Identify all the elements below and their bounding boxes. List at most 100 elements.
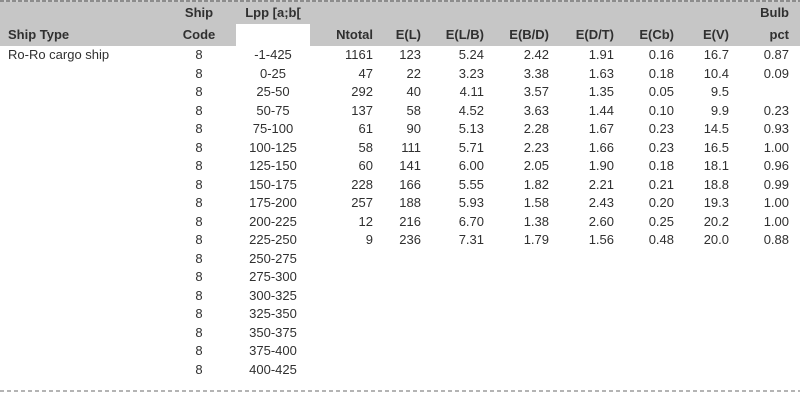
cell-e-l: 216 (399, 213, 421, 229)
col-header-e-v-line1 (677, 2, 732, 24)
cell-e-d-t: 1.44 (588, 102, 614, 118)
cell-e-cb (617, 250, 677, 269)
cell-ship-code: 8 (195, 343, 203, 358)
cell-e-v: 14.5 (703, 121, 729, 136)
col-header-ship-type-line2: Ship Type (0, 24, 162, 46)
cell-ship-code: 8 (195, 287, 203, 303)
cell-e-l: 58 (406, 102, 421, 118)
col-header-e-cb-line2: E(Cb) (617, 24, 677, 46)
table-row: 8 225-250 9 236 7.31 1.79 1.56 0.48 20.0 0.88 (0, 231, 800, 250)
cell-e-d-t: 1.63 (588, 65, 614, 81)
cell-lpp-range: 300-325 (249, 287, 297, 303)
cell-e-v: 16.5 (703, 139, 729, 155)
cell-e-l-b: 7.31 (458, 232, 484, 247)
cell-bulb-pct (732, 250, 800, 269)
cell-e-l (376, 250, 424, 269)
cell-e-v (677, 361, 732, 380)
cell-e-v (677, 287, 732, 306)
cell-e-d-t (552, 268, 617, 287)
col-header-ntotal-line1 (310, 2, 376, 24)
cell-bulb-pct: 0.93 (763, 121, 789, 136)
cell-ntotal (310, 324, 376, 343)
cell-e-d-t: 1.66 (588, 139, 614, 155)
cell-e-cb: 0.18 (648, 158, 674, 173)
cell-bulb-pct (732, 287, 800, 306)
cell-lpp-range: 375-400 (249, 343, 297, 358)
cell-e-v (677, 324, 732, 343)
cell-ship-type (0, 287, 162, 306)
cell-ship-type (0, 305, 162, 324)
cell-lpp-range: 100-125 (249, 139, 297, 155)
cell-e-cb (617, 324, 677, 343)
cell-e-l-b: 6.70 (458, 213, 484, 229)
cell-e-l-b (424, 268, 487, 287)
table-row: 8 175-200 257 188 5.93 1.58 2.43 0.20 19.3 1.00 (0, 194, 800, 213)
cell-e-cb: 0.05 (648, 84, 674, 99)
cell-bulb-pct: 0.09 (763, 65, 789, 81)
header-row-2: Ship Type Code Ntotal E(L) E(L/B) E(B/D) E(D/T… (0, 24, 800, 46)
cell-ntotal: 137 (351, 102, 373, 118)
cell-bulb-pct (732, 324, 800, 343)
cell-lpp-range: 125-150 (249, 158, 297, 173)
cell-bulb-pct (732, 342, 800, 361)
cell-e-b-d (487, 268, 552, 287)
table-row: 8 25-50 292 40 4.11 3.57 1.35 0.05 9.5 (0, 83, 800, 102)
header-row-1: Ship Lpp [a;b[Bulb (0, 2, 800, 24)
col-header-e-d-t-line2: E(D/T) (552, 24, 617, 46)
cell-bulb-pct: 0.87 (763, 47, 789, 62)
cell-ship-type (0, 65, 162, 84)
cell-lpp-range: 200-225 (249, 213, 297, 229)
cell-ntotal (310, 305, 376, 324)
cell-ship-code: 8 (195, 250, 203, 266)
cell-ship-type (0, 268, 162, 287)
cell-lpp-range: 25-50 (256, 84, 290, 99)
cell-ship-code: 8 (195, 324, 203, 340)
table-row: 8 125-150 60 141 6.00 2.05 1.90 0.18 18.1 0.96 (0, 157, 800, 176)
cell-ship-type (0, 342, 162, 361)
cell-e-l: 188 (399, 195, 421, 210)
cell-ntotal: 228 (351, 176, 373, 192)
cell-e-l-b (424, 250, 487, 269)
table-row: 8 250-275 (0, 250, 800, 269)
cell-e-l: 123 (399, 47, 421, 62)
cell-e-b-d: 2.05 (523, 158, 549, 173)
cell-ntotal (310, 287, 376, 306)
cell-bulb-pct (732, 83, 800, 102)
cell-ship-code: 8 (195, 232, 203, 247)
cell-ship-type (0, 324, 162, 343)
cell-e-d-t (552, 250, 617, 269)
col-header-e-cb-line1 (617, 2, 677, 24)
cell-lpp-range: 400-425 (249, 361, 297, 377)
cell-e-b-d (487, 287, 552, 306)
cell-e-l-b: 4.52 (458, 102, 484, 118)
cell-e-b-d: 1.82 (523, 176, 549, 192)
cell-e-l: 90 (406, 121, 421, 136)
cell-e-l-b (424, 287, 487, 306)
cell-ntotal (310, 361, 376, 380)
cell-lpp-range: 275-300 (249, 269, 297, 284)
table-row: Ro-Ro cargo ship 8 -1-425 1161 123 5.24 2.42 1.… (0, 46, 800, 65)
cell-e-l: 111 (401, 139, 421, 155)
cell-lpp-range: 250-275 (249, 250, 297, 266)
cell-e-cb: 0.25 (648, 213, 674, 229)
cell-e-cb: 0.23 (648, 139, 674, 155)
cell-e-d-t: 2.60 (588, 213, 614, 229)
table-row: 8 300-325 (0, 287, 800, 306)
col-header-lpp-range-line1: Lpp [a;b[ (236, 2, 310, 24)
col-header-e-b-d-line1 (487, 2, 552, 24)
table-row: 8 50-75 137 58 4.52 3.63 1.44 0.10 9.9 0.23 (0, 102, 800, 121)
cell-e-l-b: 3.23 (458, 65, 484, 81)
cell-e-b-d (487, 250, 552, 269)
cell-e-d-t: 1.56 (588, 232, 614, 247)
table-row: 8 100-125 58 111 5.71 2.23 1.66 0.23 16.5 1.00 (0, 139, 800, 158)
cell-bulb-pct: 0.96 (763, 158, 789, 173)
cell-lpp-range: 325-350 (249, 306, 297, 321)
cell-ship-code: 8 (195, 306, 203, 321)
cell-e-d-t (552, 324, 617, 343)
cell-e-l (376, 342, 424, 361)
col-header-e-d-t-line1 (552, 2, 617, 24)
cell-e-cb (617, 342, 677, 361)
cell-lpp-range: 50-75 (256, 102, 290, 118)
bottom-page-rule (0, 390, 800, 392)
